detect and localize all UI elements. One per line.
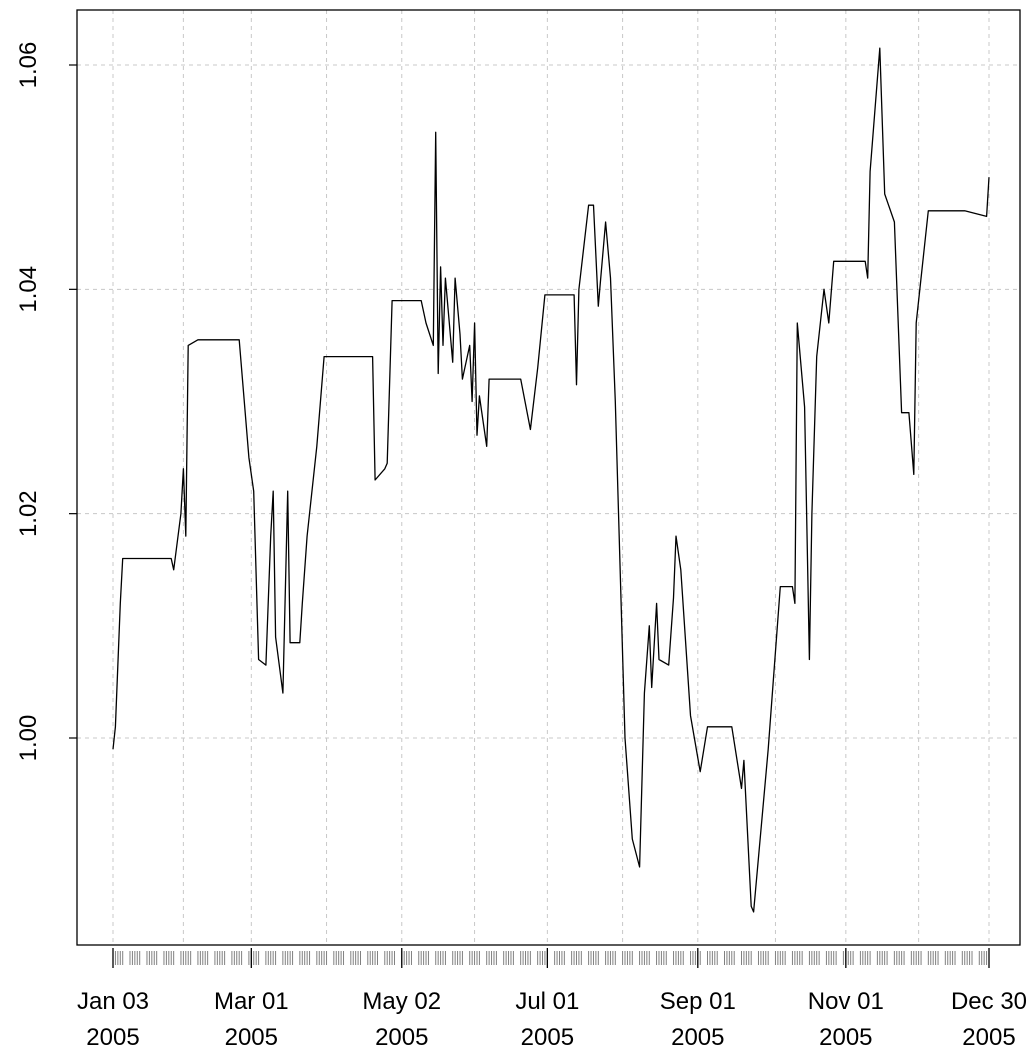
- y-tick-label: 1.06: [15, 42, 42, 89]
- x-tick-label-year: 2005: [819, 1024, 872, 1051]
- plot-frame: [76, 9, 1021, 946]
- x-axis: Jan 03 2005 Mar 01 2005 May 02 2005 Jul 01 2005…: [77, 948, 1027, 1051]
- y-tick-label: 1.02: [15, 490, 42, 537]
- x-tick-label-year: 2005: [86, 1024, 139, 1051]
- series-line-group: [112, 47, 990, 913]
- x-tick-label-year: 2005: [225, 1024, 278, 1051]
- y-axis: 1.00 1.02 1.04 1.06: [15, 42, 77, 762]
- y-tick-label: 1.00: [15, 715, 42, 762]
- x-tick-label: Mar 01: [214, 988, 289, 1015]
- x-tick-label-year: 2005: [962, 1024, 1015, 1051]
- series-line: [112, 47, 990, 913]
- x-tick-label: May 02: [362, 988, 441, 1015]
- x-tick-label: Sep 01: [660, 988, 736, 1015]
- x-tick-label: Jul 01: [515, 988, 579, 1015]
- x-tick-label: Jan 03: [77, 988, 149, 1015]
- x-tick-label: Nov 01: [808, 988, 884, 1015]
- x-tick-label: Dec 30: [951, 988, 1027, 1015]
- x-tick-label-year: 2005: [375, 1024, 428, 1051]
- date-rug: [112, 951, 990, 965]
- y-tick-label: 1.04: [15, 266, 42, 313]
- x-tick-label-year: 2005: [521, 1024, 574, 1051]
- x-tick-label-year: 2005: [671, 1024, 724, 1051]
- grid-lines: [77, 10, 1020, 945]
